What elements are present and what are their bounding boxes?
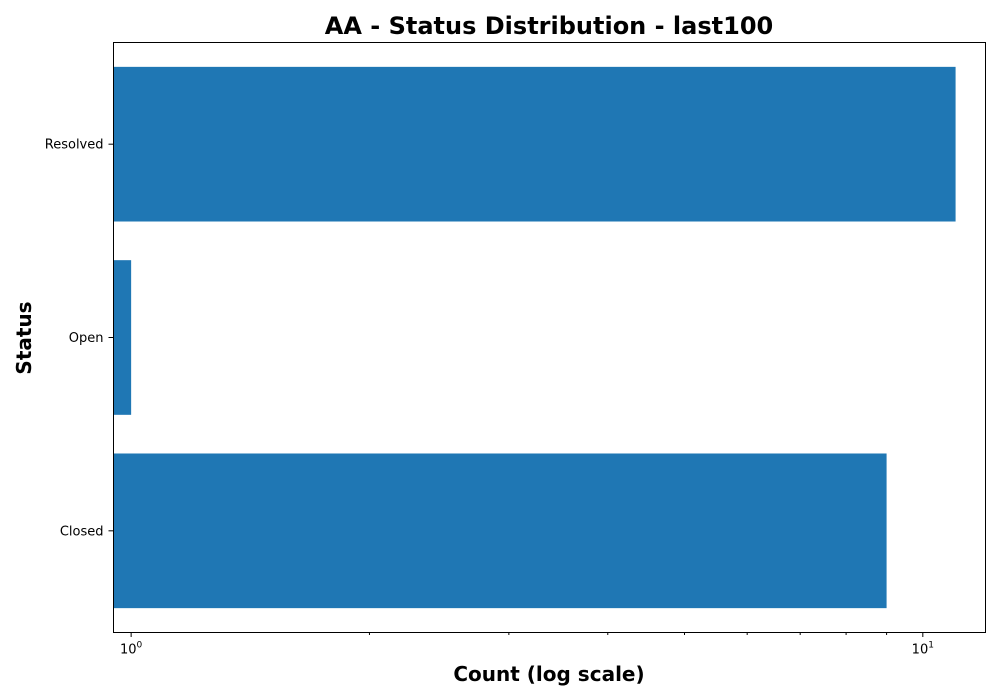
bar-closed — [113, 453, 887, 609]
x-tick-label: 101 — [912, 641, 934, 658]
bar-open — [113, 260, 132, 415]
bars-layer — [113, 66, 956, 609]
y-tick-label-open: Open — [69, 331, 104, 346]
chart-title: AA - Status Distribution - last100 — [325, 12, 773, 40]
x-axis: 100 101 — [120, 632, 934, 658]
y-tick-label-closed: Closed — [60, 524, 104, 539]
y-tick-label-resolved: Resolved — [45, 138, 104, 153]
y-axis-label: Status — [12, 301, 36, 374]
bar-resolved — [113, 66, 956, 222]
x-axis-label: Count (log scale) — [453, 662, 644, 686]
x-tick-label: 100 — [120, 641, 143, 658]
y-axis: Closed Open Resolved — [45, 138, 114, 539]
